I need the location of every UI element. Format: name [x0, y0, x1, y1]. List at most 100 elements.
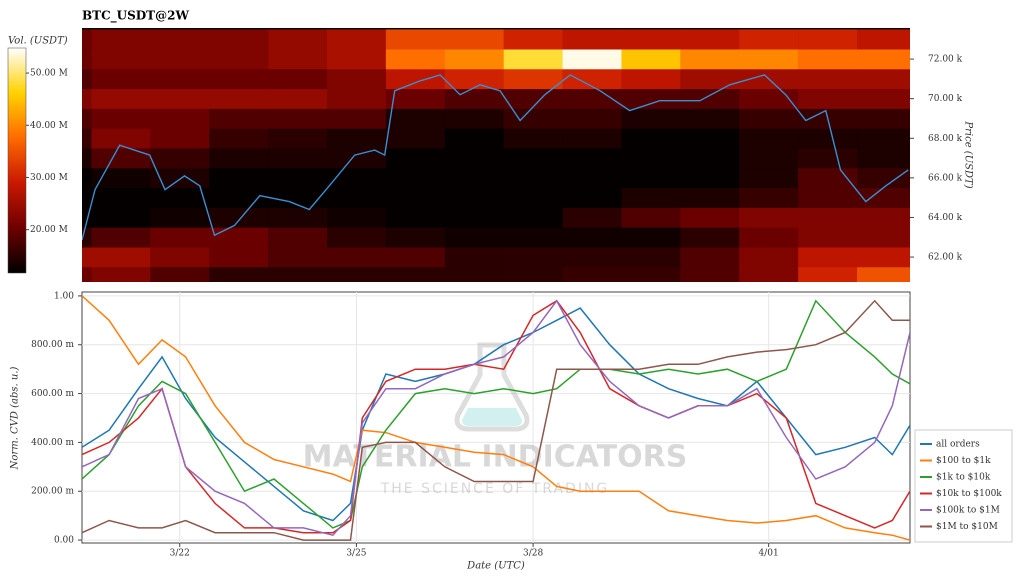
- heat-cell: [268, 207, 328, 228]
- x-axis-label: Date (UTC): [466, 561, 525, 572]
- heat-cell: [798, 29, 858, 50]
- x-tick-label: 4/01: [759, 549, 779, 559]
- heat-cell: [268, 266, 328, 282]
- heat-cell: [82, 187, 92, 208]
- heat-cell: [680, 266, 740, 282]
- heat-cell: [856, 68, 910, 90]
- heat-cell: [798, 247, 858, 268]
- y-tick-label: 600.00 m: [31, 389, 74, 399]
- heat-cell: [268, 68, 328, 90]
- legend-label: $100 to $1k: [936, 456, 991, 466]
- colorbar-tick-label: 50.00 M: [30, 69, 68, 79]
- heat-cell: [268, 49, 328, 70]
- heat-cell: [326, 148, 387, 169]
- heat-cell: [739, 167, 799, 189]
- series-line: [82, 299, 910, 537]
- heat-cell: [91, 167, 151, 189]
- heat-cell: [82, 167, 92, 189]
- heat-cell: [268, 29, 328, 50]
- heat-cell: [209, 68, 269, 90]
- legend-label: $100k to $1M: [936, 506, 1000, 516]
- heat-cell: [385, 266, 446, 282]
- heat-cell: [621, 247, 681, 268]
- y-tick-label: 68.00 k: [928, 134, 963, 144]
- heat-cell: [444, 29, 504, 50]
- heat-cell: [209, 266, 269, 282]
- y-axis-label: Price (USDT): [963, 120, 974, 188]
- heat-cell: [326, 227, 387, 248]
- y-tick-label: 64.00 k: [928, 213, 963, 223]
- heat-cell: [856, 266, 910, 282]
- heat-cell: [739, 29, 799, 50]
- heat-cell: [326, 167, 387, 189]
- y-tick-label: 400.00 m: [31, 438, 74, 448]
- heat-cell: [621, 167, 681, 189]
- watermark-flask: [454, 342, 530, 432]
- heat-cell: [82, 266, 92, 282]
- colorbar-tick-label: 40.00 M: [30, 121, 68, 131]
- heat-cell: [209, 29, 269, 50]
- heat-cell: [268, 167, 328, 189]
- series-line: [82, 295, 910, 541]
- heat-cell: [209, 167, 269, 189]
- heat-cell: [680, 88, 740, 109]
- heat-cell: [326, 68, 387, 90]
- heat-cell: [562, 49, 622, 70]
- plot-area: [81, 291, 911, 544]
- heat-cell: [91, 227, 151, 248]
- heat-cell: [91, 207, 151, 228]
- x-tick-label: 3/25: [346, 549, 366, 559]
- heat-cell: [739, 227, 799, 248]
- heat-cell: [82, 88, 92, 109]
- heat-cell: [82, 108, 92, 129]
- heat-cell: [503, 108, 563, 129]
- watermark-liquid: [462, 408, 522, 426]
- heat-cell: [209, 49, 269, 70]
- y-tick-label: 72.00 k: [928, 55, 963, 65]
- heat-cell: [150, 207, 210, 228]
- series-line: [82, 299, 910, 529]
- heat-cell: [268, 227, 328, 248]
- heat-cell: [562, 68, 622, 90]
- heat-cell: [798, 167, 858, 189]
- heat-cell: [91, 49, 151, 70]
- heat-cell: [503, 49, 563, 70]
- heat-cell: [150, 266, 210, 282]
- heat-cell: [798, 88, 858, 109]
- heat-cell: [150, 68, 210, 90]
- legend-box: [914, 429, 1013, 543]
- heat-cell: [150, 49, 210, 70]
- heat-cell: [503, 167, 563, 189]
- y-tick-label: 70.00 k: [928, 94, 963, 104]
- heat-cell: [209, 207, 269, 228]
- heat-cell: [503, 247, 563, 268]
- heat-cell: [798, 227, 858, 248]
- heat-cell: [856, 187, 910, 208]
- heat-cell: [91, 128, 151, 149]
- heat-cell: [82, 227, 92, 248]
- heat-cell: [562, 128, 622, 149]
- heat-cell: [503, 88, 563, 109]
- heat-cell: [326, 49, 387, 70]
- heat-cell: [856, 88, 910, 109]
- heat-cell: [385, 187, 446, 208]
- heat-cell: [680, 108, 740, 129]
- heat-cell: [150, 128, 210, 149]
- heat-cell: [268, 187, 328, 208]
- heat-cell: [680, 247, 740, 268]
- heat-cell: [798, 49, 858, 70]
- heat-cell: [739, 266, 799, 282]
- heat-cell: [503, 227, 563, 248]
- heat-cell: [268, 247, 328, 268]
- y-tick-label: 800.00 m: [31, 340, 74, 350]
- heat-cell: [621, 187, 681, 208]
- heat-cell: [562, 187, 622, 208]
- heat-cell: [385, 207, 446, 228]
- heat-cell: [739, 207, 799, 228]
- heat-cell: [385, 108, 446, 129]
- watermark: MATERIAL INDICATORS THE SCIENCE OF TRADI…: [303, 342, 687, 497]
- heat-cell: [621, 148, 681, 169]
- heat-cell: [798, 148, 858, 169]
- heat-cell: [385, 167, 446, 189]
- heat-cell: [444, 148, 504, 169]
